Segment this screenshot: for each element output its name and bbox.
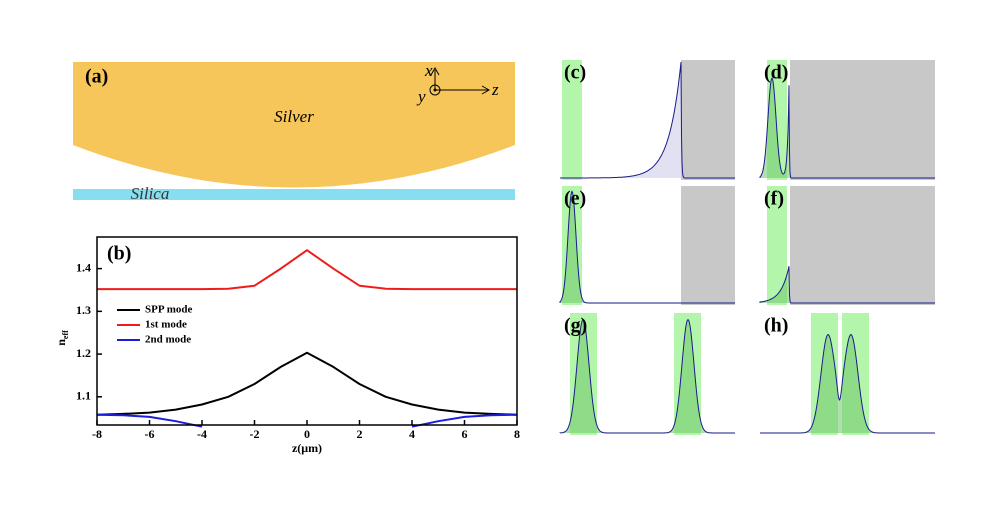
panel-label: (f) [764,188,784,210]
x-tick-label: -8 [92,427,102,441]
legend-label: 1st mode [145,319,187,331]
panel-label: (g) [564,315,587,337]
axis-z-label: z [491,80,499,99]
panel-label: (d) [764,62,788,84]
silica [73,189,515,200]
x-tick-label: -2 [250,427,260,441]
x-tick-label: 8 [514,427,520,441]
series-line [96,351,518,416]
x-tick-label: -4 [197,427,207,441]
metal-region [681,60,735,180]
arrow-head [481,85,491,95]
x-axis-label: z(μm) [292,441,322,455]
chart-title: (b) [107,243,131,265]
panel-label: (c) [564,62,586,84]
profile-fill [560,191,735,303]
metal-region [681,186,735,305]
profile-line [759,266,935,304]
metal-region [790,60,935,180]
panel-a: (a) Silver Silica x y z [73,61,515,203]
axis-y-label: y [416,87,426,106]
axis-x-label: x [424,61,433,80]
profile-fill [560,319,735,433]
profile-line [759,77,935,179]
legend-label: SPP mode [145,304,192,316]
y-axis-label: neff [54,330,70,346]
guide-region [562,60,582,180]
x-tick-label: 6 [462,427,468,441]
profile-fill [760,266,935,303]
panel-label: (a) [85,66,108,88]
profile-line [560,61,735,179]
profile-line [559,190,735,304]
metal-region [790,186,935,305]
x-tick-label: 4 [409,427,415,441]
arrow-head [430,66,440,76]
legend-label: 2nd mode [145,334,191,346]
y-axis-label-main: n [54,339,68,346]
x-tick-label: 2 [357,427,363,441]
guide-region [767,186,787,305]
panel-label: (e) [564,188,586,210]
metal-label: Silver [274,107,314,126]
axis-dot [433,88,437,92]
x-tick-label: -6 [145,427,155,441]
silver [73,62,515,188]
mode-profiles: (c) (d) (e) (f) (g) (h) [559,60,935,435]
y-tick-label: 1.3 [76,303,91,317]
profile-fill [760,78,935,178]
profile-line [760,334,935,434]
panel-b: -8 -6 -4 -2 0 2 4 6 8 1.1 1.2 1.3 1.4 SPP mode 1st mod… [54,236,520,455]
y-tick-label: 1.4 [76,260,91,274]
axis-circle [429,84,441,96]
plot-frame [96,236,518,426]
panel-label: (h) [764,315,788,337]
series-line [96,413,518,428]
y-axis-label-sub: eff [61,330,70,339]
substrate-label: Silica [131,184,170,203]
x-tick-label: 0 [304,427,310,441]
series-line [97,249,517,291]
y-tick-label: 1.1 [76,389,91,403]
y-tick-label: 1.2 [76,346,91,360]
profile-line [559,319,735,434]
profile-fill [760,334,935,433]
